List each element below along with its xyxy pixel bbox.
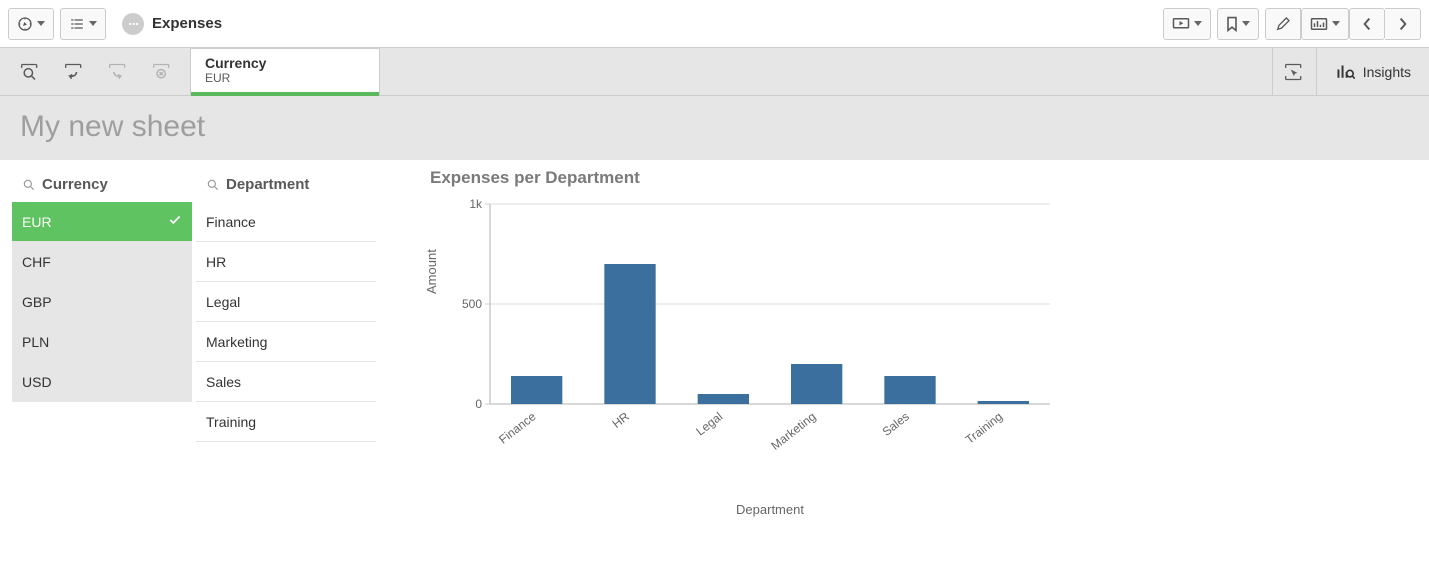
bar — [978, 401, 1029, 404]
filter-item[interactable]: EUR — [12, 202, 192, 242]
caret-down-icon — [89, 21, 97, 26]
filter-item-label: EUR — [22, 214, 52, 230]
filter-item[interactable]: Finance — [196, 202, 376, 242]
selection-value-label: EUR — [205, 71, 365, 85]
sheet-title: My new sheet — [20, 110, 1409, 144]
filter-item-label: Marketing — [206, 334, 267, 350]
chart-y-axis-label: Amount — [424, 249, 439, 294]
svg-text:Sales: Sales — [880, 409, 912, 439]
pencil-icon — [1275, 16, 1291, 32]
filter-item[interactable]: HR — [196, 242, 376, 282]
bar — [604, 264, 655, 404]
edit-button[interactable] — [1265, 8, 1301, 40]
filter-item[interactable]: Training — [196, 402, 376, 442]
main-content: Currency EUR CHF GBP PLN USD Department Finance… — [0, 160, 1429, 535]
filter-item-label: Sales — [206, 374, 241, 390]
bookmark-button[interactable] — [1217, 8, 1259, 40]
assets-button[interactable] — [60, 8, 106, 40]
insights-button[interactable]: Insights — [1316, 48, 1429, 96]
play-button[interactable] — [1163, 8, 1211, 40]
check-icon — [168, 213, 182, 230]
filter-item-label: Finance — [206, 214, 256, 230]
bookmark-icon — [1226, 16, 1238, 32]
step-forward-icon — [107, 62, 129, 82]
search-icon — [206, 178, 220, 192]
bar — [884, 376, 935, 404]
svg-text:Training: Training — [963, 409, 1005, 446]
bar-chart: 0 500 1k Finance HR Legal Marketing Sales Traini… — [430, 194, 1060, 524]
bar — [698, 394, 749, 404]
caret-down-icon — [1194, 21, 1202, 26]
search-icon — [22, 178, 36, 192]
caret-down-icon — [37, 21, 45, 26]
app-title: Expenses — [152, 15, 222, 32]
selections-tool-button[interactable] — [1272, 48, 1316, 96]
filter-item[interactable]: Sales — [196, 362, 376, 402]
insights-label: Insights — [1363, 64, 1411, 80]
step-forward-button[interactable] — [96, 48, 140, 96]
svg-text:HR: HR — [610, 409, 633, 431]
svg-text:Finance: Finance — [496, 409, 539, 447]
filter-item[interactable]: GBP — [12, 282, 192, 322]
step-back-button[interactable] — [52, 48, 96, 96]
filter-item-label: GBP — [22, 294, 52, 310]
filter-item[interactable]: CHF — [12, 242, 192, 282]
smart-search-button[interactable] — [8, 48, 52, 96]
chart-title: Expenses per Department — [430, 168, 1417, 188]
svg-text:Department: Department — [736, 502, 804, 517]
filter-title: Department — [226, 176, 309, 193]
svg-text:Legal: Legal — [693, 409, 725, 438]
sheets-icon — [1310, 17, 1328, 31]
filter-item-label: Legal — [206, 294, 240, 310]
filter-item-label: USD — [22, 374, 52, 390]
svg-text:0: 0 — [475, 397, 482, 411]
next-sheet-button[interactable] — [1385, 8, 1421, 40]
filter-item[interactable]: Legal — [196, 282, 376, 322]
caret-down-icon — [1332, 21, 1340, 26]
filter-title: Currency — [42, 176, 108, 193]
presentation-icon — [1172, 17, 1190, 31]
filter-item[interactable]: PLN — [12, 322, 192, 362]
insights-icon — [1335, 63, 1355, 81]
top-toolbar: Expenses — [0, 0, 1429, 48]
selection-state-bar — [191, 92, 379, 96]
list-icon — [69, 16, 85, 32]
filter-item[interactable]: USD — [12, 362, 192, 402]
prev-sheet-button[interactable] — [1349, 8, 1385, 40]
selection-tab[interactable]: Currency EUR — [190, 48, 380, 96]
filter-pane[interactable]: Currency EUR CHF GBP PLN USD — [12, 168, 192, 527]
chevron-left-icon — [1362, 17, 1372, 31]
sheet-title-area: My new sheet — [0, 96, 1429, 160]
filter-pane[interactable]: Department Finance HR Legal Marketing Sales Tr… — [196, 168, 376, 527]
svg-text:500: 500 — [462, 297, 482, 311]
nav-button[interactable] — [8, 8, 54, 40]
svg-text:1k: 1k — [469, 197, 483, 211]
filter-item-label: CHF — [22, 254, 51, 270]
selection-bar: Currency EUR Insights — [0, 48, 1429, 96]
filter-item[interactable]: Marketing — [196, 322, 376, 362]
compass-icon — [17, 16, 33, 32]
svg-text:Marketing: Marketing — [768, 409, 818, 452]
filter-header[interactable]: Department — [196, 168, 376, 202]
clear-selections-button[interactable] — [140, 48, 184, 96]
selections-tool-icon — [1283, 62, 1305, 82]
selection-field-label: Currency — [205, 55, 365, 71]
chevron-right-icon — [1398, 17, 1408, 31]
filter-item-label: PLN — [22, 334, 49, 350]
step-back-icon — [63, 62, 85, 82]
clear-selection-icon — [151, 62, 173, 82]
bar — [511, 376, 562, 404]
filter-header[interactable]: Currency — [12, 168, 192, 202]
caret-down-icon — [1242, 21, 1250, 26]
chart-object[interactable]: Expenses per Department Amount 0 500 1k Fin… — [380, 168, 1417, 527]
app-icon — [122, 13, 144, 35]
sheets-button[interactable] — [1301, 8, 1349, 40]
bar — [791, 364, 842, 404]
selection-search-icon — [19, 62, 41, 82]
filter-item-label: HR — [206, 254, 226, 270]
filter-item-label: Training — [206, 414, 256, 430]
